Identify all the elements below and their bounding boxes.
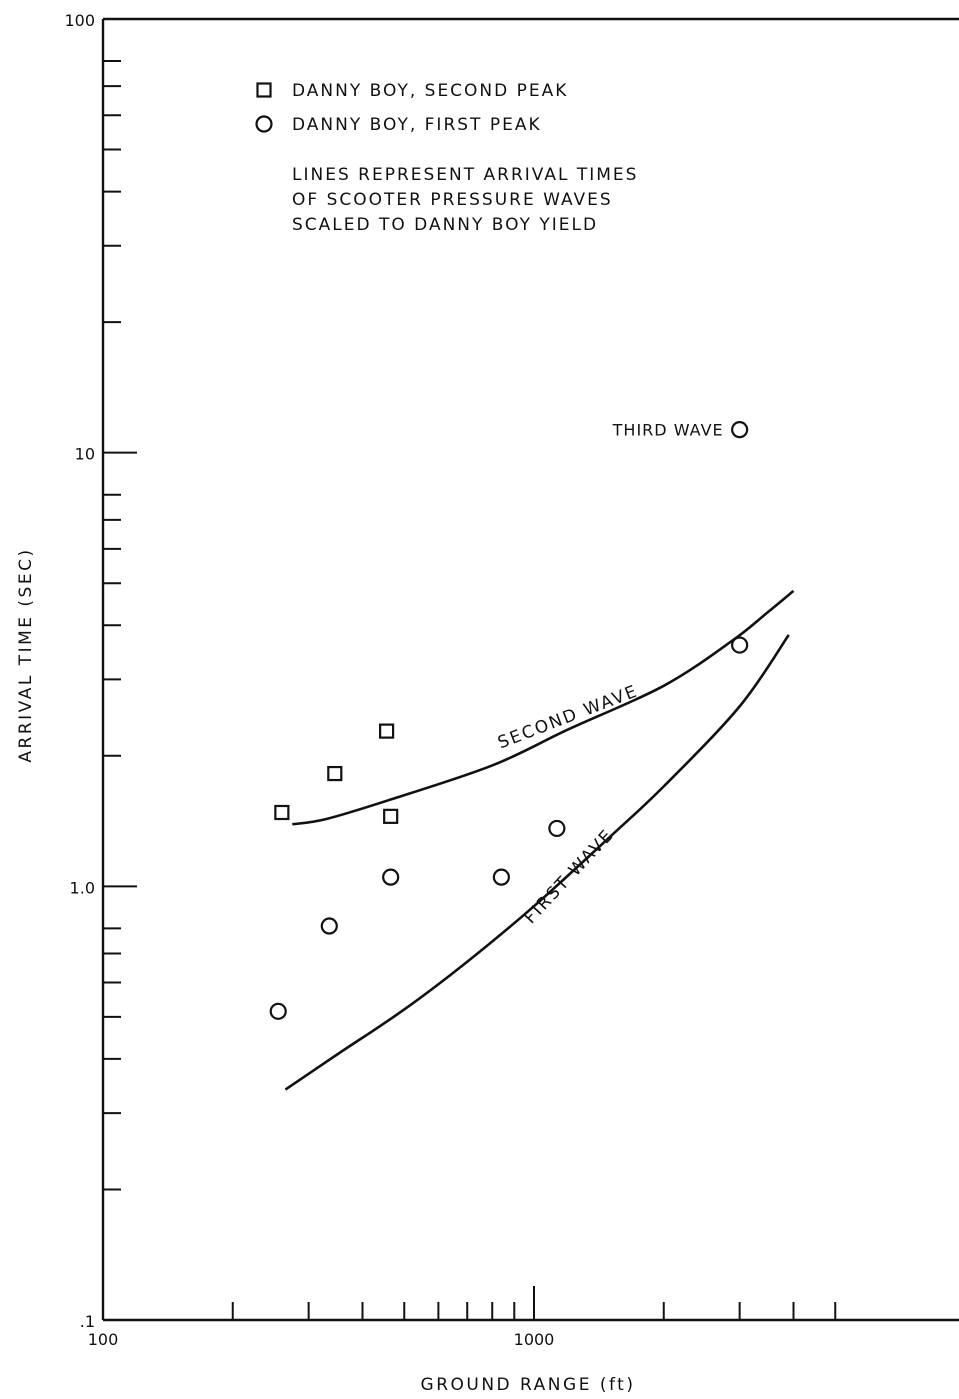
legend: DANNY BOY, SECOND PEAK DANNY BOY, FIRST P…	[255, 81, 638, 235]
square-marker	[383, 808, 399, 824]
points	[269, 421, 749, 1020]
tick-labels: .1 1.0 10 100 100 1000	[64, 11, 554, 1349]
x-tick-label: 100	[88, 1330, 119, 1349]
curves	[284, 589, 795, 1091]
legend-label: DANNY BOY, SECOND PEAK	[292, 81, 568, 101]
annotation-label: THIRD WAVE	[612, 421, 724, 440]
circle-marker	[269, 1002, 287, 1020]
square-marker	[379, 723, 395, 739]
y-axis-label: ARRIVAL TIME (SEC)	[16, 547, 36, 762]
legend-marker	[255, 115, 273, 133]
circle-marker	[492, 868, 510, 886]
ticks	[103, 18, 837, 1321]
legend-marker	[256, 82, 272, 98]
y-tick-label: .1	[80, 1312, 95, 1331]
annotations: THIRD WAVE	[612, 421, 724, 440]
wave-curve-label: SECOND WAVE	[495, 681, 641, 753]
wave-curve-label: FIRST WAVE	[520, 825, 618, 928]
circle-marker	[320, 917, 338, 935]
x-axis-label: GROUND RANGE (ft)	[421, 1375, 636, 1395]
wave-curve-second	[292, 589, 795, 826]
y-tick-label: 100	[64, 11, 95, 30]
wave-curve-first	[284, 634, 790, 1091]
legend-note-line: OF SCOOTER PRESSURE WAVES	[292, 190, 613, 210]
axes	[101, 17, 959, 1322]
legend-note-line: SCALED TO DANNY BOY YIELD	[292, 215, 598, 235]
circle-marker	[731, 421, 749, 439]
circle-marker	[382, 868, 400, 886]
square-marker	[327, 765, 343, 782]
curve-labels: SECOND WAVE FIRST WAVE	[495, 681, 641, 928]
y-tick-label: 10	[75, 445, 95, 464]
circle-marker	[548, 819, 566, 838]
legend-note-line: LINES REPRESENT ARRIVAL TIMES	[292, 165, 638, 185]
x-tick-label: 1000	[514, 1330, 555, 1349]
square-marker	[274, 804, 290, 821]
legend-label: DANNY BOY, FIRST PEAK	[292, 115, 542, 135]
y-tick-label: 1.0	[70, 878, 95, 897]
circle-marker	[731, 636, 749, 654]
